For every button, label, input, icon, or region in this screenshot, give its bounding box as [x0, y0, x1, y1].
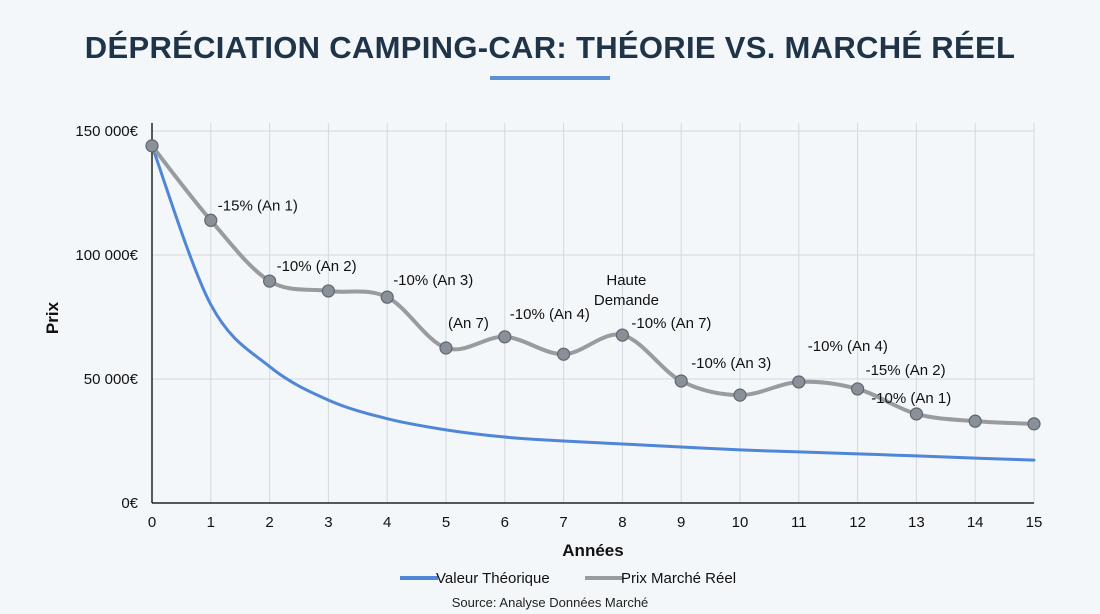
data-point-marche — [674, 374, 688, 388]
annotation-label: -10% (An 7) — [631, 315, 711, 332]
source-note: Source: Analyse Données Marché — [452, 595, 649, 610]
data-point-marche — [615, 328, 630, 342]
data-point-marche — [968, 414, 982, 428]
legend: Valeur Théorique Prix Marché Réel — [400, 570, 736, 587]
x-tick-label: 1 — [207, 514, 215, 531]
tick-labels: 0 1 2 3 4 5 6 7 8 9 10 11 12 13 14 150€50 000€100 000€1… — [75, 123, 1042, 531]
annotation-label: (An 7) — [448, 315, 489, 332]
x-tick-label: 2 — [265, 514, 273, 531]
data-point-marche — [792, 375, 806, 389]
x-tick-label: 3 — [324, 514, 332, 531]
grid — [151, 123, 1035, 503]
data-point-marche — [498, 330, 512, 344]
x-tick-label: 6 — [501, 514, 509, 531]
data-point-marche — [204, 213, 218, 227]
data-point-marche — [380, 290, 394, 304]
line-valeur-theorique — [150, 144, 1036, 462]
annotation-label: -10% (An 1) — [871, 390, 951, 407]
line-prix-marche — [150, 143, 1036, 426]
x-tick-label: 9 — [677, 514, 685, 531]
legend-label-marche: Prix Marché Réel — [621, 570, 736, 587]
chart-title: DÉPRÉCIATION CAMPING-CAR: THÉORIE VS. MA… — [84, 30, 1016, 65]
data-point-marche — [263, 274, 277, 288]
annotation-label: -10% (An 4) — [808, 338, 888, 355]
x-axis-label: Années — [562, 541, 623, 560]
data-point-marche — [439, 341, 453, 355]
data-point-marche — [1027, 417, 1041, 431]
legend-label-theorique: Valeur Théorique — [436, 570, 550, 587]
data-point-marche — [556, 347, 571, 361]
x-tick-label: 8 — [618, 514, 626, 531]
y-tick-label: 100 000€ — [75, 247, 138, 264]
x-tick-label: 14 — [967, 514, 984, 531]
title-underline — [490, 76, 610, 80]
annotations: -15% (An 1) -10% (An 2) -10% (An 3) (An 7) -… — [218, 197, 951, 407]
x-tick-label: 5 — [442, 514, 450, 531]
x-tick-label: 11 — [791, 514, 807, 531]
annotation-label: -10% (An 4) — [510, 306, 590, 323]
x-tick-label: 12 — [849, 514, 866, 531]
y-tick-label: 0€ — [121, 495, 138, 512]
data-point-marche — [733, 388, 747, 402]
annotation-label: Haute — [606, 272, 646, 289]
annotation-label: Demande — [594, 292, 659, 309]
x-tick-label: 4 — [383, 514, 391, 531]
x-tick-label: 15 — [1026, 514, 1043, 531]
x-tick-label: 7 — [559, 514, 567, 531]
y-axis-label: Prix — [43, 301, 62, 334]
x-tick-label: 0 — [148, 514, 156, 531]
y-tick-label: 150 000€ — [75, 123, 138, 140]
annotation-label: -10% (An 3) — [691, 355, 771, 372]
data-point-marche — [850, 382, 865, 396]
axes — [151, 123, 1034, 504]
annotation-label: -10% (An 2) — [277, 258, 357, 275]
series-points — [145, 139, 1041, 431]
annotation-label: -10% (An 3) — [393, 272, 473, 289]
data-point-marche — [909, 407, 924, 421]
y-tick-label: 50 000€ — [84, 371, 139, 388]
x-tick-label: 10 — [732, 514, 749, 531]
data-point-marche — [145, 139, 159, 153]
data-point-marche — [321, 284, 335, 298]
x-tick-label: 13 — [908, 514, 925, 531]
series-lines — [150, 143, 1036, 462]
annotation-label: -15% (An 2) — [866, 362, 946, 379]
annotation-label: -15% (An 1) — [218, 197, 298, 214]
